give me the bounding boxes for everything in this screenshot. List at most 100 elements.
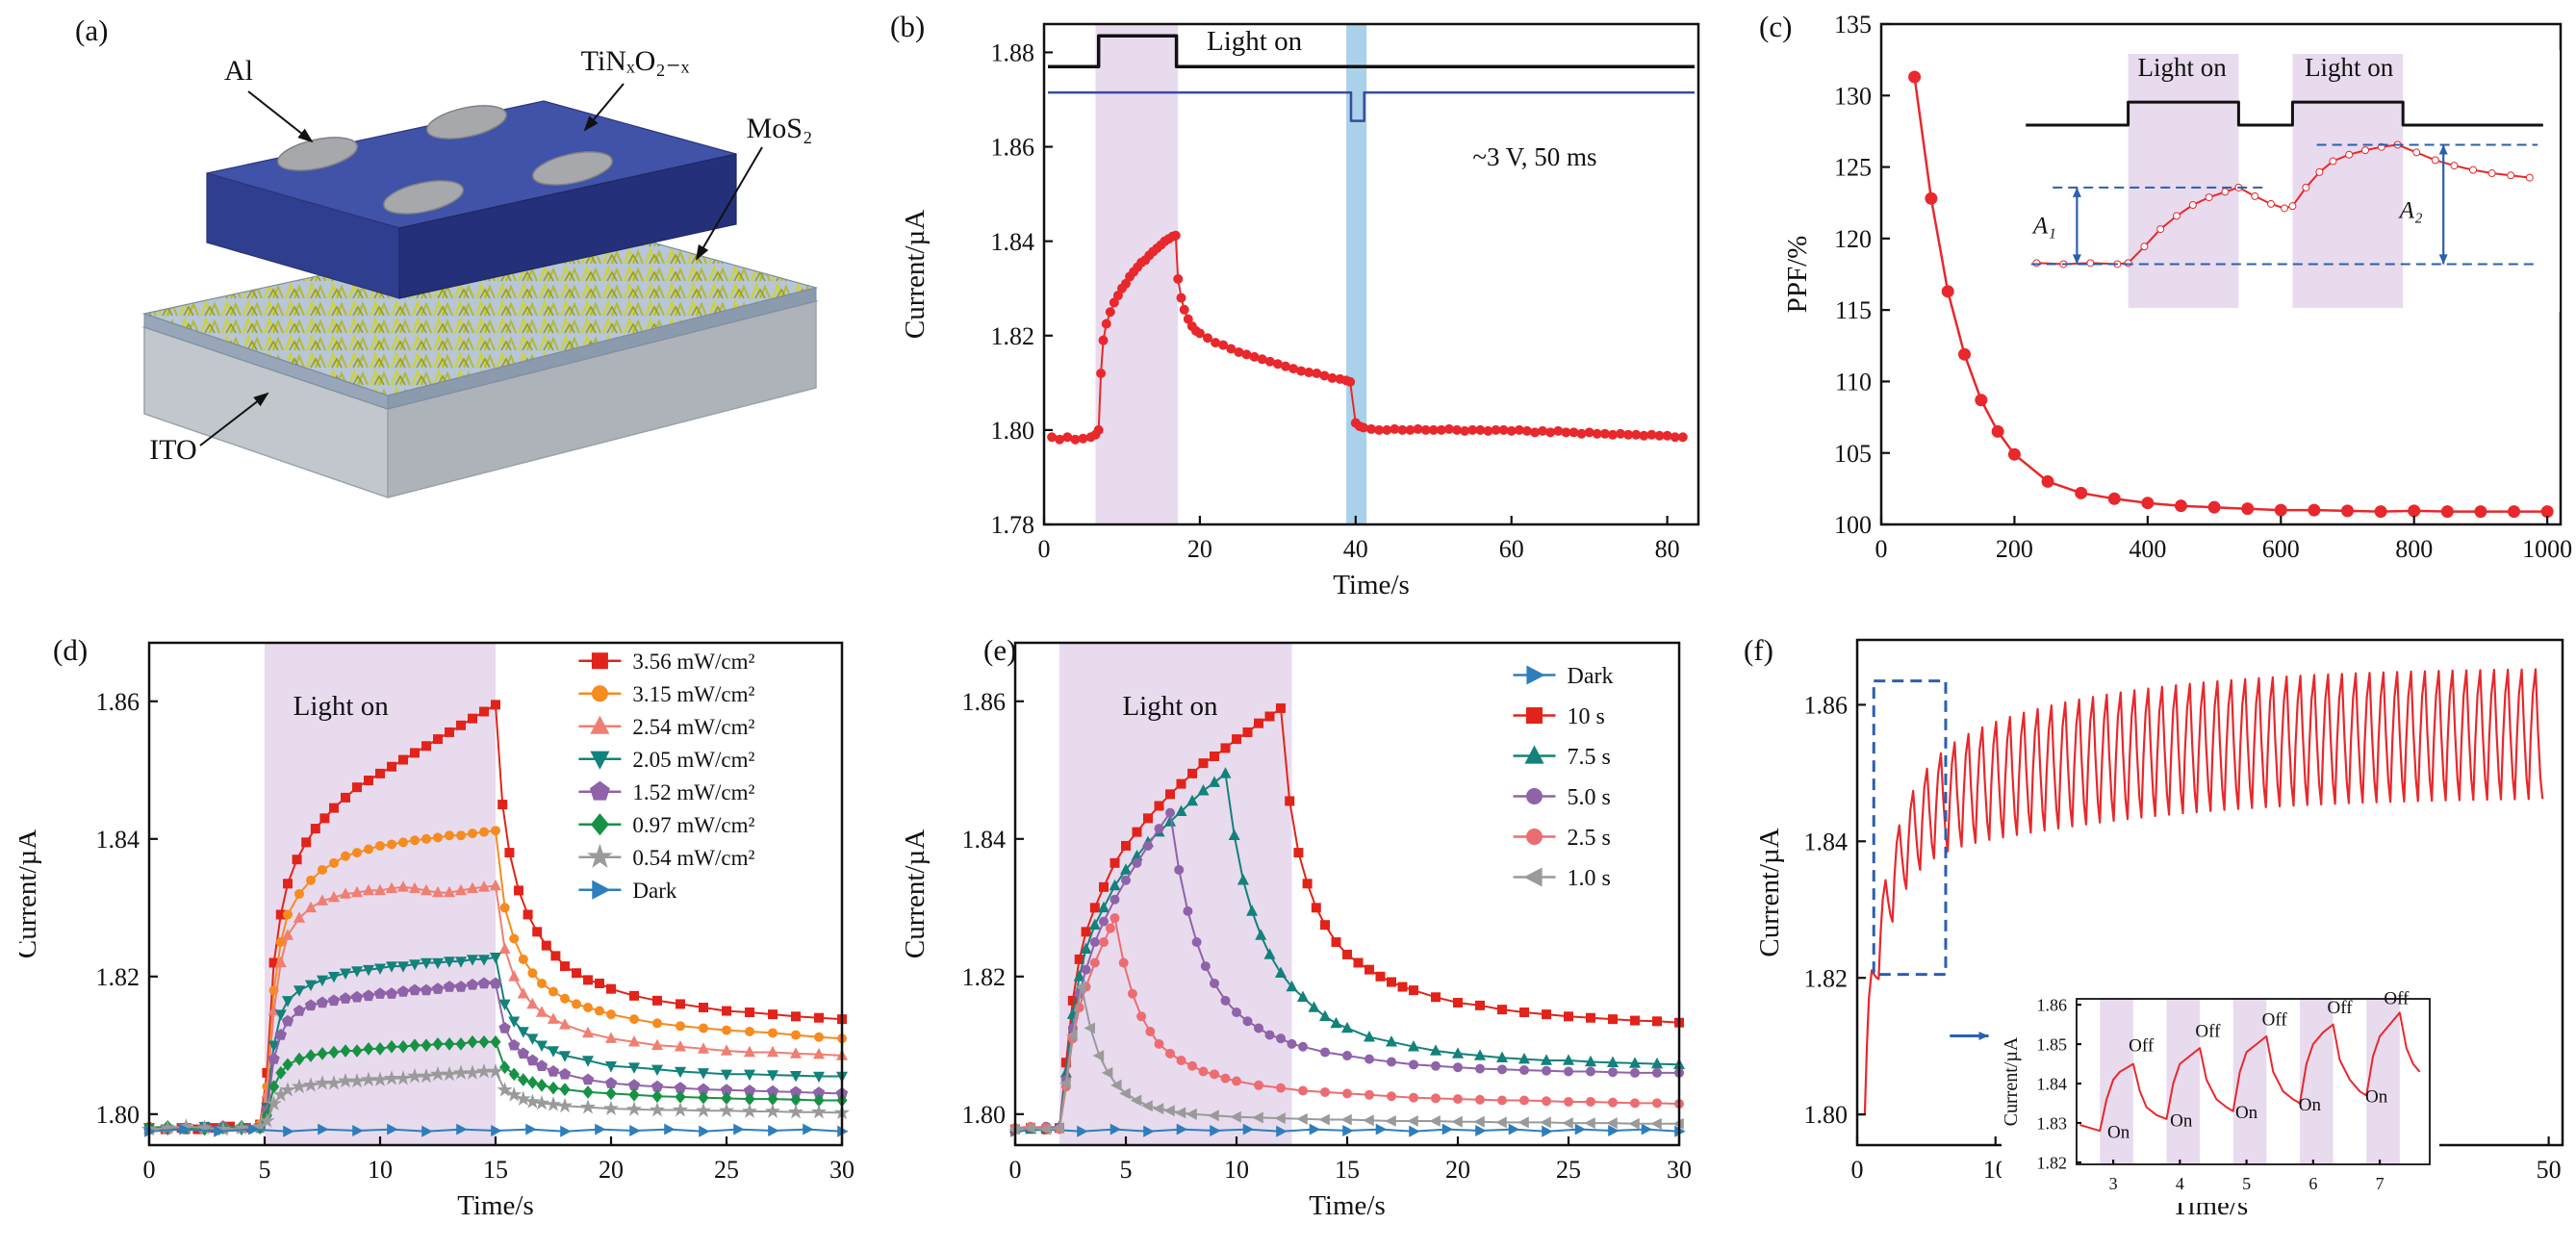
al-electrodes xyxy=(277,105,613,215)
svg-text:105: 105 xyxy=(1834,440,1872,468)
svg-text:1.84: 1.84 xyxy=(962,826,1007,854)
svg-text:1.84: 1.84 xyxy=(96,826,140,854)
svg-text:Time/s: Time/s xyxy=(1333,570,1410,600)
svg-text:80: 80 xyxy=(1655,535,1680,563)
svg-text:800: 800 xyxy=(2395,535,2433,563)
svg-text:Off: Off xyxy=(2327,998,2353,1018)
svg-text:3: 3 xyxy=(2109,1174,2118,1193)
svg-text:4: 4 xyxy=(2176,1174,2184,1193)
svg-text:0.54 mW/cm²: 0.54 mW/cm² xyxy=(632,846,754,870)
svg-text:0.97 mW/cm²: 0.97 mW/cm² xyxy=(632,813,754,837)
al-leader-line xyxy=(247,90,314,143)
svg-text:600: 600 xyxy=(2262,535,2300,563)
svg-text:30: 30 xyxy=(829,1156,854,1184)
device-schematic: Al TiNₓO₂₋ₓ MoS₂ ITO xyxy=(141,45,819,499)
svg-text:100: 100 xyxy=(1834,511,1872,539)
svg-text:1.80: 1.80 xyxy=(962,1101,1007,1129)
tin-label: TiNₓO₂₋ₓ xyxy=(581,45,690,77)
svg-text:5: 5 xyxy=(1120,1156,1133,1184)
chart-ppf-inset: Light on Light on A₁ A₂ xyxy=(2009,50,2560,312)
panel-label-d: (d) xyxy=(53,633,89,667)
svg-text:1.80: 1.80 xyxy=(991,417,1035,445)
mos2-layer xyxy=(141,219,819,410)
svg-text:Time/s: Time/s xyxy=(1309,1190,1386,1221)
svg-text:1.82: 1.82 xyxy=(1804,964,1849,992)
svg-text:200: 200 xyxy=(1996,535,2033,563)
svg-text:15: 15 xyxy=(483,1156,508,1184)
svg-text:10: 10 xyxy=(368,1156,393,1184)
svg-text:1.80: 1.80 xyxy=(1804,1101,1849,1129)
svg-text:1.83: 1.83 xyxy=(2037,1113,2068,1133)
svg-text:1.82: 1.82 xyxy=(96,963,140,991)
tinxo-layer xyxy=(206,100,737,299)
svg-text:115: 115 xyxy=(1835,296,1872,324)
svg-text:1.86: 1.86 xyxy=(1804,691,1849,719)
svg-text:Current/µA: Current/µA xyxy=(2002,1036,2022,1126)
chart-power-dependence: 0 5 10 15 20 25 30 1.80 1.82 1.84 1.86 Time/s Curren… xyxy=(19,625,866,1246)
svg-text:On: On xyxy=(2299,1095,2322,1115)
svg-text:1.0 s: 1.0 s xyxy=(1568,866,1611,891)
svg-text:50: 50 xyxy=(2537,1156,2562,1184)
svg-text:10 s: 10 s xyxy=(1568,704,1605,729)
svg-text:0: 0 xyxy=(1875,535,1888,563)
svg-text:Light on: Light on xyxy=(2305,53,2394,82)
al-disc xyxy=(532,151,613,186)
svg-text:1.82: 1.82 xyxy=(991,322,1035,350)
svg-text:Dark: Dark xyxy=(632,879,676,903)
svg-text:1.86: 1.86 xyxy=(962,688,1007,716)
svg-text:Light on: Light on xyxy=(1122,691,1218,722)
svg-text:1.82: 1.82 xyxy=(962,963,1007,991)
mos2-label: MoS₂ xyxy=(747,113,813,144)
svg-text:1.84: 1.84 xyxy=(1804,828,1849,855)
svg-text:PPF/%: PPF/% xyxy=(1782,236,1813,314)
svg-text:1.84: 1.84 xyxy=(991,228,1035,256)
svg-text:Current/µA: Current/µA xyxy=(19,829,42,958)
svg-text:7.5 s: 7.5 s xyxy=(1568,745,1611,770)
svg-text:1.82: 1.82 xyxy=(2037,1153,2068,1172)
chart-ppf-decay: 0 200 400 600 800 1000 100 105 110 115 120 125 130 13… xyxy=(1742,0,2576,611)
chart-duration-dependence: 0 5 10 15 20 25 30 1.80 1.82 1.84 1.86 Time/s Curren… xyxy=(876,625,1722,1246)
svg-text:1.80: 1.80 xyxy=(96,1101,140,1129)
svg-text:1.85: 1.85 xyxy=(2037,1034,2068,1054)
svg-text:125: 125 xyxy=(1834,154,1872,182)
svg-text:5: 5 xyxy=(259,1156,271,1184)
svg-text:On: On xyxy=(2235,1103,2258,1123)
svg-text:1000: 1000 xyxy=(2522,535,2572,563)
svg-text:120: 120 xyxy=(1834,225,1872,253)
svg-text:1.86: 1.86 xyxy=(2037,995,2068,1014)
svg-text:2.54 mW/cm²: 2.54 mW/cm² xyxy=(632,715,754,739)
svg-text:Off: Off xyxy=(2262,1009,2288,1030)
svg-text:1.86: 1.86 xyxy=(96,688,140,716)
svg-text:On: On xyxy=(2365,1087,2388,1108)
svg-text:~3 V, 50 ms: ~3 V, 50 ms xyxy=(1472,142,1596,171)
al-label: Al xyxy=(224,55,253,87)
svg-text:130: 130 xyxy=(1834,82,1872,110)
svg-text:15: 15 xyxy=(1335,1156,1360,1184)
svg-text:On: On xyxy=(2170,1110,2193,1131)
chart-photoresponse-current: 0 20 40 60 80 1.78 1.80 1.82 1.84 1.86 1.88 Time/s C… xyxy=(866,0,1713,611)
svg-text:400: 400 xyxy=(2129,535,2166,563)
svg-text:110: 110 xyxy=(1835,369,1872,396)
svg-text:0: 0 xyxy=(1038,535,1051,563)
svg-text:Light on: Light on xyxy=(293,691,390,722)
svg-text:Off: Off xyxy=(2129,1035,2155,1056)
svg-text:7: 7 xyxy=(2376,1174,2385,1193)
al-disc xyxy=(383,180,464,215)
svg-text:1.84: 1.84 xyxy=(2037,1074,2068,1093)
svg-text:Current/µA: Current/µA xyxy=(1754,828,1785,957)
svg-text:3.15 mW/cm²: 3.15 mW/cm² xyxy=(632,682,754,706)
al-disc xyxy=(277,137,358,171)
svg-text:60: 60 xyxy=(1499,535,1524,563)
panel-label-e: (e) xyxy=(983,633,1017,667)
svg-text:0: 0 xyxy=(1851,1156,1864,1184)
svg-text:5: 5 xyxy=(2242,1174,2251,1193)
svg-text:5.0 s: 5.0 s xyxy=(1568,785,1611,810)
svg-text:20: 20 xyxy=(599,1156,624,1184)
svg-text:Current/µA: Current/µA xyxy=(900,829,931,958)
svg-text:40: 40 xyxy=(1343,535,1368,563)
svg-text:20: 20 xyxy=(1187,535,1212,563)
chart-pulse-train-inset: 3 4 5 6 7 1.82 1.83 1.84 1.85 1.86 Current/µA On On O… xyxy=(2002,991,2439,1203)
svg-text:1.86: 1.86 xyxy=(991,134,1035,162)
panel-label-c: (c) xyxy=(1759,10,1793,43)
